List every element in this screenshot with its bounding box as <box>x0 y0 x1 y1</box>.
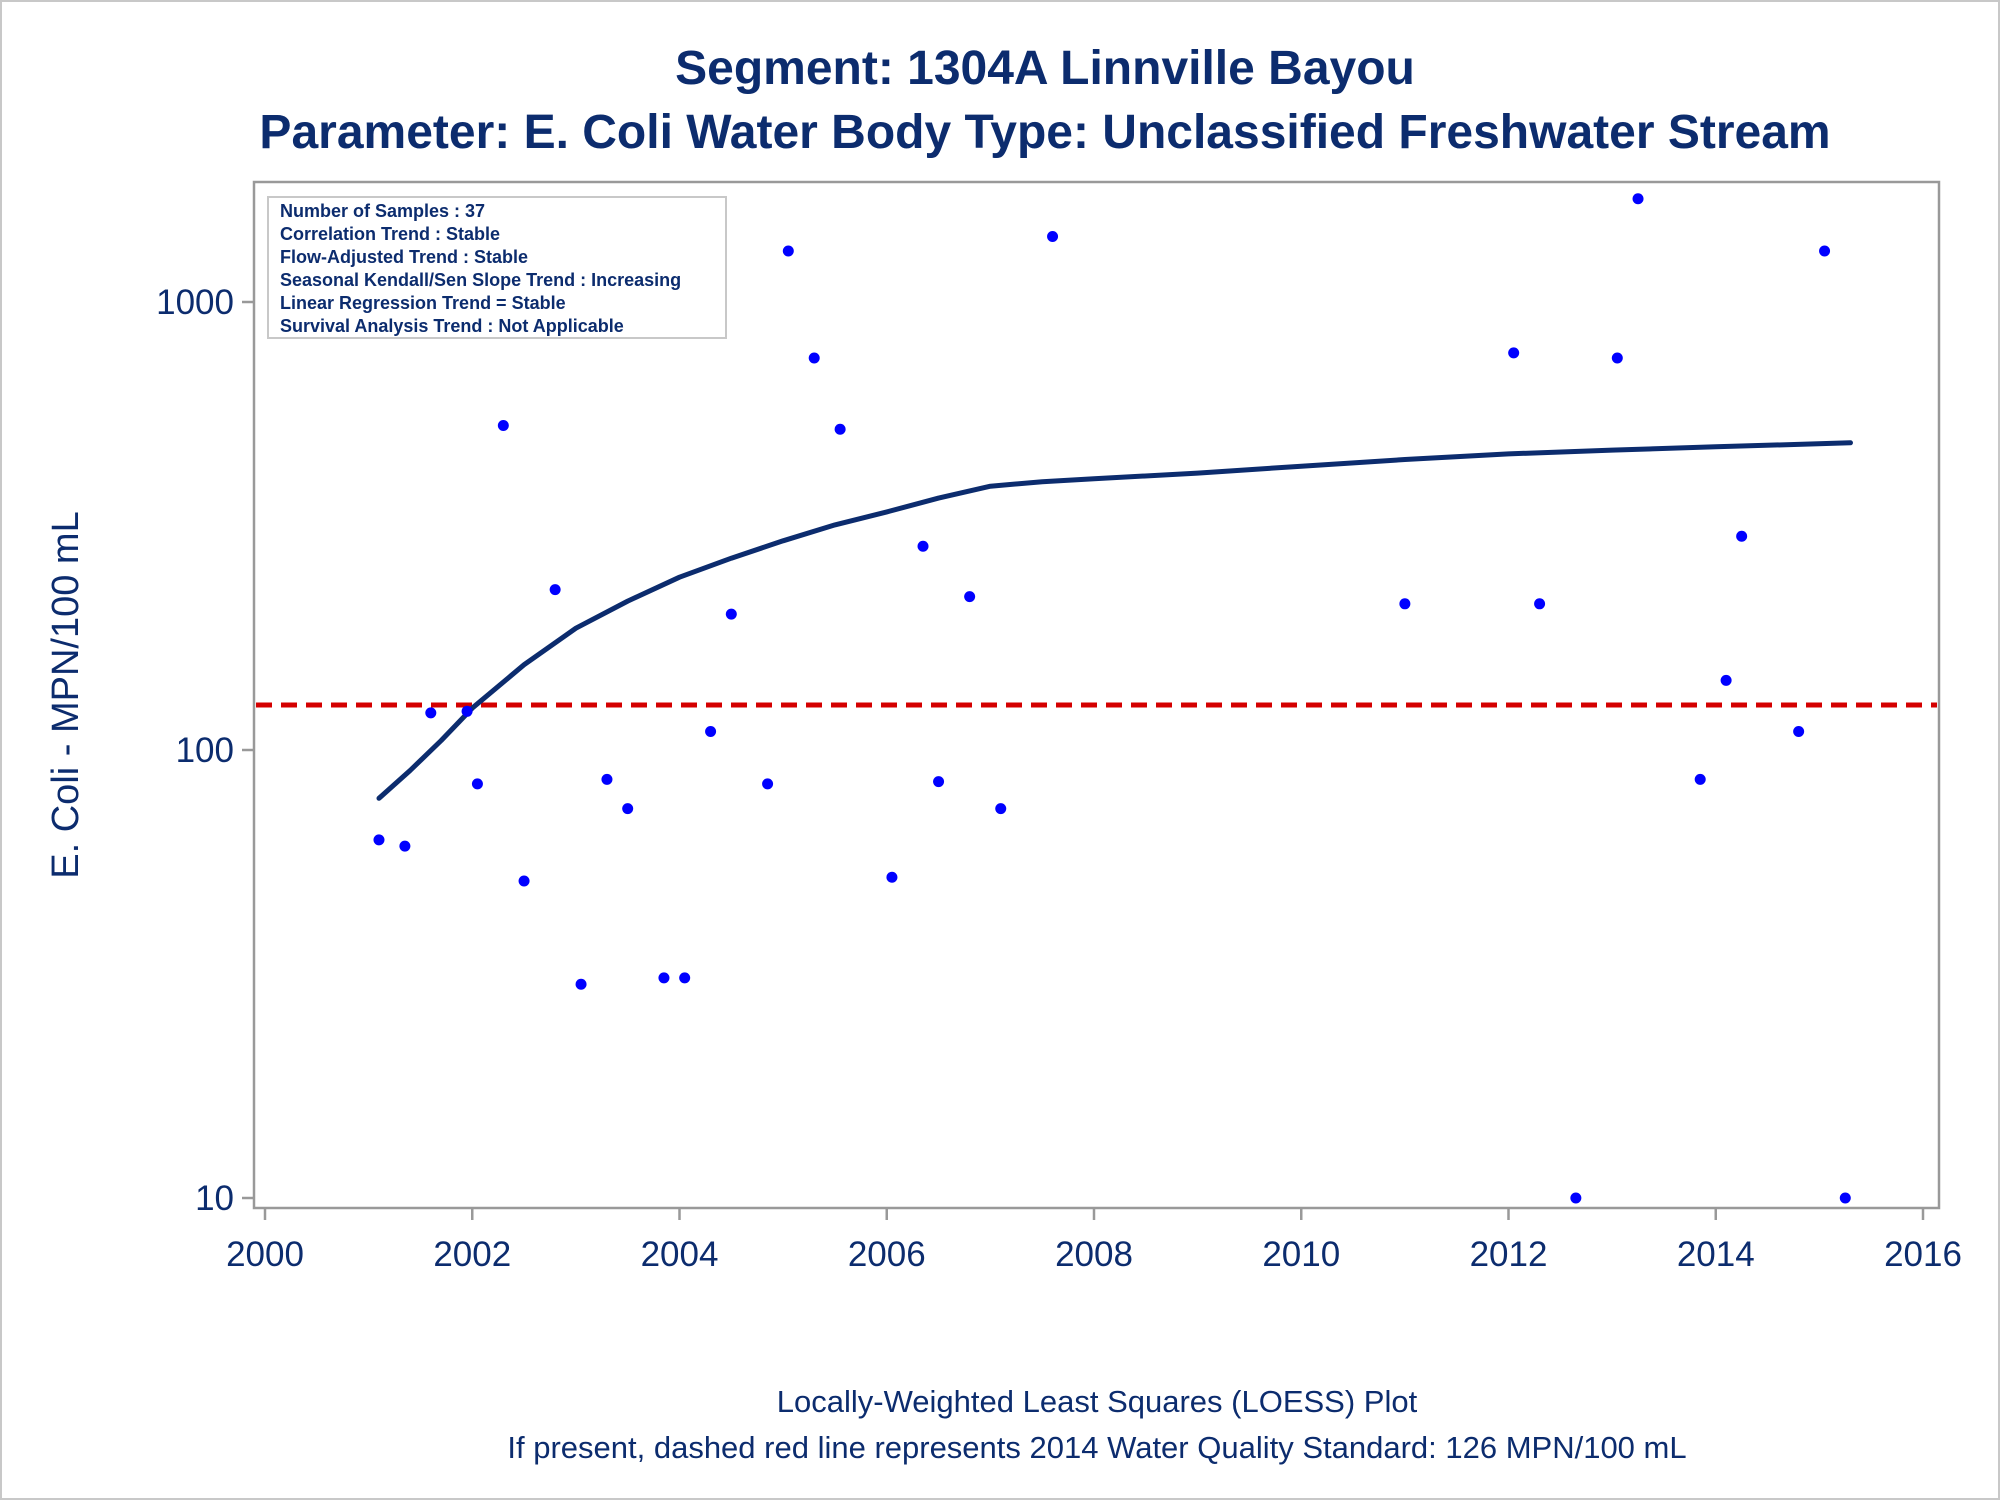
inset-line-3: Seasonal Kendall/Sen Slope Trend : Incre… <box>280 270 681 290</box>
data-point-1 <box>399 840 411 852</box>
x-tick-label-6: 2012 <box>1470 1235 1548 1274</box>
inset-line-4: Linear Regression Trend = Stable <box>280 293 566 313</box>
data-point-30 <box>1632 193 1644 205</box>
data-point-5 <box>497 420 509 432</box>
data-point-28 <box>1570 1192 1582 1204</box>
x-tick-label-1: 2002 <box>433 1235 511 1274</box>
inset-line-1: Correlation Trend : Stable <box>280 224 500 244</box>
x-tick-label-8: 2016 <box>1884 1235 1962 1274</box>
data-point-17 <box>808 352 820 364</box>
x-axis: 2000 2002 2004 2006 2008 2010 2012 2014 2016 <box>226 1208 1962 1274</box>
data-point-25 <box>1399 598 1411 610</box>
data-point-6 <box>518 875 530 887</box>
data-point-7 <box>549 584 561 596</box>
loess-curve <box>376 440 1853 801</box>
y-axis: 10 100 1000 <box>156 283 254 1218</box>
inset-line-5: Survival Analysis Trend : Not Applicable <box>280 316 624 336</box>
data-point-3 <box>461 705 473 717</box>
data-point-11 <box>658 972 670 984</box>
data-point-32 <box>1720 674 1732 686</box>
x-tick-label-5: 2010 <box>1262 1235 1340 1274</box>
y-tick-label-1: 100 <box>176 731 234 770</box>
plot-area <box>252 180 1941 1210</box>
data-point-8 <box>575 978 587 990</box>
data-point-31 <box>1694 773 1706 785</box>
x-tick-label-0: 2000 <box>226 1235 304 1274</box>
data-point-20 <box>917 540 929 552</box>
data-point-34 <box>1793 725 1805 737</box>
data-point-36 <box>1839 1192 1851 1204</box>
data-point-19 <box>886 871 898 883</box>
inset-line-2: Flow-Adjusted Trend : Stable <box>280 247 528 267</box>
y-axis-label: E. Coli - MPN/100 mL <box>45 511 87 878</box>
data-point-4 <box>471 778 483 790</box>
inset-line-0: Number of Samples : 37 <box>280 201 485 221</box>
data-point-14 <box>725 608 737 620</box>
data-point-10 <box>622 803 634 815</box>
x-tick-label-4: 2008 <box>1055 1235 1133 1274</box>
data-point-26 <box>1508 347 1520 359</box>
data-point-12 <box>679 972 691 984</box>
data-point-0 <box>373 834 385 846</box>
chart-title: Segment: 1304A Linnville Bayou <box>675 42 1415 95</box>
data-point-13 <box>705 725 717 737</box>
data-point-29 <box>1611 352 1623 364</box>
data-point-22 <box>964 591 976 603</box>
footnote-2: If present, dashed red line represents 2… <box>507 1430 1686 1465</box>
y-tick-label-0: 10 <box>195 1179 234 1218</box>
data-point-16 <box>782 245 794 257</box>
data-point-21 <box>933 776 945 788</box>
data-point-27 <box>1534 598 1546 610</box>
x-tick-label-7: 2014 <box>1677 1235 1755 1274</box>
data-point-18 <box>834 423 846 435</box>
footnote-1: Locally-Weighted Least Squares (LOESS) P… <box>777 1384 1418 1419</box>
data-point-23 <box>995 803 1007 815</box>
inset-box-border <box>267 196 727 339</box>
x-tick-label-2: 2004 <box>641 1235 719 1274</box>
data-point-2 <box>425 707 437 719</box>
data-point-15 <box>762 778 774 790</box>
data-point-9 <box>601 773 613 785</box>
data-point-33 <box>1736 530 1748 542</box>
chart-subtitle: Parameter: E. Coli Water Body Type: Uncl… <box>259 106 1830 159</box>
inset-box: Number of Samples : 37 Correlation Trend … <box>267 196 727 339</box>
y-tick-label-2: 1000 <box>156 283 234 322</box>
data-point-24 <box>1047 231 1059 243</box>
data-point-35 <box>1819 245 1831 257</box>
x-tick-label-3: 2006 <box>848 1235 926 1274</box>
